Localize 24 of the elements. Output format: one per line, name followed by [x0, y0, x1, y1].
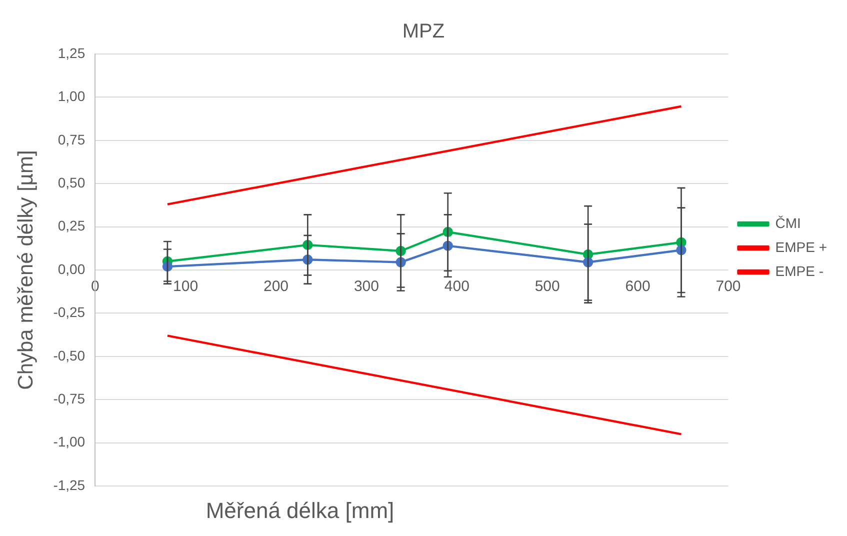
x-tick-label: 500	[534, 278, 560, 296]
y-tick-label: -0,25	[53, 304, 86, 320]
x-tick-label: 600	[625, 278, 650, 296]
y-tick-label: -0,75	[53, 390, 86, 406]
x-tick-label: 200	[263, 278, 289, 296]
legend-label: EMPE +	[775, 238, 828, 255]
y-tick-label: 0,50	[58, 174, 86, 190]
y-axis-title: Chyba měřené délky [µm]	[14, 150, 38, 390]
y-tick-label: -0,50	[53, 347, 86, 364]
x-tick-label: 100	[173, 278, 198, 296]
chart-title: MPZ	[402, 20, 445, 43]
legend-label: EMPE -	[775, 262, 824, 279]
x-axis-title: Měřená délka [mm]	[204, 498, 396, 524]
y-tick-label: -1,25	[53, 476, 86, 493]
x-tick-label: 700	[716, 278, 741, 296]
y-tick-label: 1,00	[58, 88, 86, 104]
x-tick-label: 400	[444, 278, 470, 296]
y-tick-label: 1,25	[58, 44, 86, 61]
x-tick-label: 300	[354, 278, 379, 296]
y-tick-label: -1,00	[53, 434, 86, 450]
legend-label: ČMI	[775, 214, 801, 231]
y-tick-label: 0,75	[58, 131, 86, 148]
y-tick-label: 0,25	[58, 218, 86, 234]
y-tick-label: 0,00	[58, 260, 86, 277]
